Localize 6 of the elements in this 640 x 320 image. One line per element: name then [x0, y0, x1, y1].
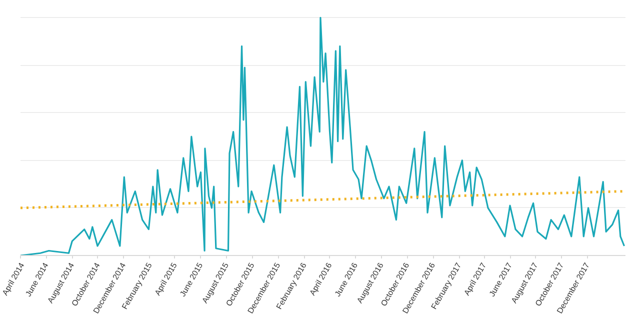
x-tick-label: April 2016: [308, 260, 334, 297]
x-tick-label: June 2017: [488, 260, 514, 298]
x-tick-label: June 2016: [333, 260, 360, 298]
x-tick-label: June 2015: [178, 260, 205, 298]
x-tick-label: April 2017: [462, 260, 488, 297]
x-tick-label: April 2015: [153, 260, 180, 297]
